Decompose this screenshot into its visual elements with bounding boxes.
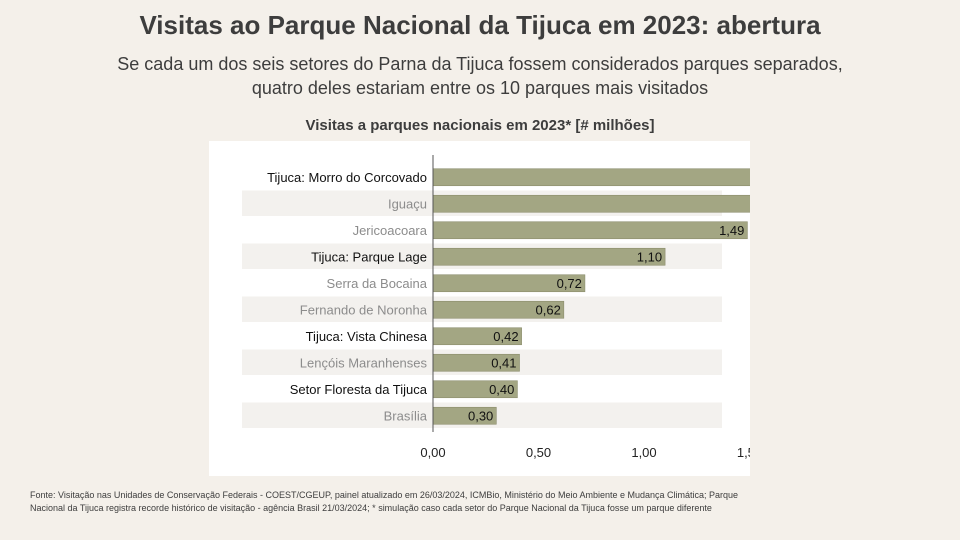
bar-chart: Tijuca: Morro do Corcovado2,35Iguaçu1,80…	[242, 155, 750, 460]
category-label: Brasília	[384, 408, 428, 423]
chart-title: Visitas a parques nacionais em 2023* [# …	[305, 117, 655, 134]
footnote-line-2: Nacional da Tijuca registra recorde hist…	[30, 503, 712, 513]
value-label: 1,10	[637, 249, 662, 264]
page-title: Visitas ao Parque Nacional da Tijuca em …	[139, 10, 821, 40]
subtitle-line-2: quatro deles estariam entre os 10 parque…	[251, 78, 709, 98]
category-label: Fernando de Noronha	[300, 302, 428, 317]
x-tick-label: 1,00	[631, 445, 656, 460]
value-label: 0,41	[491, 355, 516, 370]
source-footnote: Fonte: Visitação nas Unidades de Conserv…	[30, 489, 930, 515]
category-label: Tijuca: Vista Chinesa	[306, 329, 428, 344]
bar	[432, 221, 748, 240]
bar	[432, 247, 666, 266]
bar	[432, 168, 750, 187]
x-tick-label: 0,50	[526, 445, 551, 460]
category-label: Iguaçu	[388, 196, 427, 211]
category-label: Tijuca: Morro do Corcovado	[267, 170, 427, 185]
value-label: 0,62	[536, 302, 561, 317]
value-label: 0,42	[493, 329, 518, 344]
x-tick-label: 0,00	[420, 445, 445, 460]
value-label: 0,72	[557, 276, 582, 291]
value-label: 0,30	[468, 408, 493, 423]
x-tick-label: 1,50	[737, 445, 750, 460]
value-label: 1,49	[719, 223, 744, 238]
bar	[432, 194, 750, 213]
category-label: Lençóis Maranhenses	[300, 355, 428, 370]
footnote-line-1: Fonte: Visitação nas Unidades de Conserv…	[30, 490, 739, 500]
value-label: 0,40	[489, 382, 514, 397]
subtitle-line-1: Se cada um dos seis setores do Parna da …	[117, 54, 843, 74]
category-label: Jericoacoara	[353, 223, 428, 238]
category-label: Serra da Bocaina	[327, 276, 428, 291]
chart-panel: Tijuca: Morro do Corcovado2,35Iguaçu1,80…	[209, 141, 750, 476]
category-label: Tijuca: Parque Lage	[311, 249, 427, 264]
page-subtitle: Se cada um dos seis setores do Parna da …	[40, 52, 920, 100]
category-label: Setor Floresta da Tijuca	[290, 382, 428, 397]
